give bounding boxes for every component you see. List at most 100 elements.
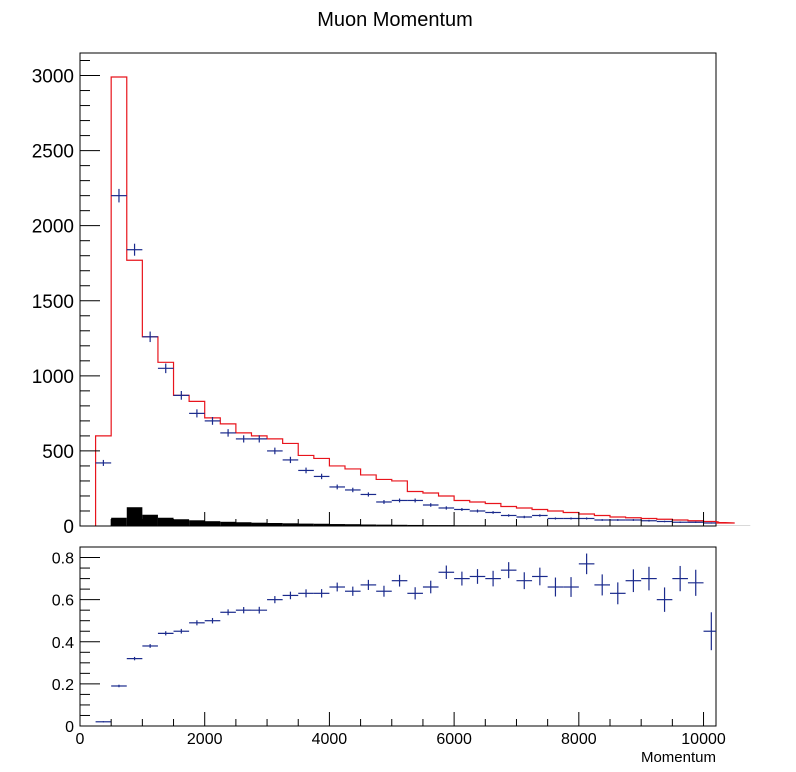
data-point (251, 435, 268, 443)
x-tick-label: 2000 (187, 731, 223, 748)
y-tick-label: 0.8 (52, 551, 74, 568)
data-point (282, 456, 299, 464)
y-tick-label: 500 (42, 442, 74, 463)
filled-bar (360, 524, 377, 526)
data-point (625, 519, 642, 521)
data-point (204, 416, 221, 425)
ratio-point (407, 587, 423, 600)
ratio-point (173, 628, 190, 634)
filled-bar (142, 514, 158, 526)
x-tick-label: 10000 (681, 731, 726, 748)
x-tick-label: 6000 (436, 731, 472, 748)
ratio-point (391, 574, 408, 587)
ratio-point (235, 607, 252, 614)
ratio-point (376, 585, 392, 597)
ratio-point (469, 569, 486, 584)
y-tick-label: 3000 (32, 67, 74, 88)
top-x-axis (79, 512, 705, 526)
data-point (142, 331, 158, 343)
filled-bar (173, 519, 190, 526)
y-tick-label: 0 (65, 719, 74, 736)
red-step-histogram (94, 76, 735, 526)
data-point (111, 188, 127, 203)
data-point (656, 520, 673, 523)
y-tick-label: 2500 (32, 142, 74, 163)
filled-bar (157, 517, 174, 526)
ratio-point (578, 553, 595, 575)
ratio-point (625, 569, 642, 593)
ratio-point (220, 609, 236, 616)
filled-bar (189, 520, 205, 526)
filled-bar (313, 523, 330, 526)
filled-bar (391, 524, 408, 526)
data-point (469, 509, 486, 513)
filled-bar (220, 521, 236, 526)
bottom-y-axis: 0 0.2 0.4 0.6 0.8 (52, 551, 100, 736)
y-tick-label: 1500 (32, 292, 74, 313)
data-point (95, 459, 112, 466)
x-tick-label: 8000 (561, 731, 597, 748)
ratio-point (282, 591, 299, 600)
ratio-point (157, 631, 174, 636)
ratio-point (438, 565, 455, 580)
x-tick-label: 4000 (312, 731, 348, 748)
data-point (532, 514, 548, 517)
data-point (687, 521, 704, 523)
filled-bar (267, 522, 283, 526)
data-point (157, 363, 174, 374)
ratio-point (189, 620, 205, 626)
bottom-x-axis: 0 2000 4000 6000 8000 10000 (76, 712, 726, 748)
filled-bar (345, 524, 361, 526)
data-point (126, 243, 143, 256)
y-tick-label: 0 (63, 517, 74, 538)
ratio-point (500, 562, 517, 579)
filled-bar (485, 525, 501, 526)
data-point (407, 498, 423, 503)
ratio-point (594, 574, 610, 596)
data-point (438, 506, 455, 510)
filled-bar (407, 524, 423, 526)
y-tick-label: 0.4 (52, 635, 74, 652)
data-point (298, 467, 314, 474)
ratio-point (563, 577, 579, 597)
filled-bar (422, 525, 439, 526)
data-point (345, 487, 361, 493)
data-point (391, 498, 408, 503)
data-point (563, 517, 579, 520)
bottom-frame (79, 546, 717, 727)
ratio-point (422, 580, 439, 594)
data-point (641, 519, 657, 522)
filled-bar (235, 522, 252, 526)
filled-bar (454, 525, 470, 526)
data-point (220, 429, 236, 437)
filled-bar (500, 525, 517, 526)
data-point (313, 473, 330, 480)
data-point (485, 511, 501, 514)
ratio-point (656, 587, 673, 612)
blue-data-points (95, 188, 716, 524)
ratio-point (532, 567, 548, 586)
data-point (422, 503, 439, 507)
ratio-point (345, 586, 361, 596)
ratio-point (516, 572, 533, 590)
data-point (547, 517, 564, 520)
filled-bar (438, 525, 455, 526)
ratio-point (687, 569, 704, 596)
chart-title: Muon Momentum (317, 9, 473, 31)
filled-bar (204, 521, 221, 526)
y-tick-label: 0.2 (52, 677, 74, 694)
ratio-point (204, 617, 221, 624)
black-filled-histogram (111, 507, 751, 526)
filled-bar (282, 523, 299, 526)
ratio-point (547, 577, 564, 597)
data-point (703, 522, 716, 524)
ratio-point (126, 656, 143, 661)
ratio-point (251, 606, 268, 614)
ratio-point (313, 589, 330, 598)
data-point (610, 519, 626, 521)
data-point (376, 500, 392, 504)
x-axis-label: Momentum (641, 749, 716, 766)
bottom-panel: 0 0.2 0.4 0.6 0.8 0 2000 4000 6000 8000 10000 Mom… (52, 546, 726, 766)
filled-bar (469, 525, 486, 526)
